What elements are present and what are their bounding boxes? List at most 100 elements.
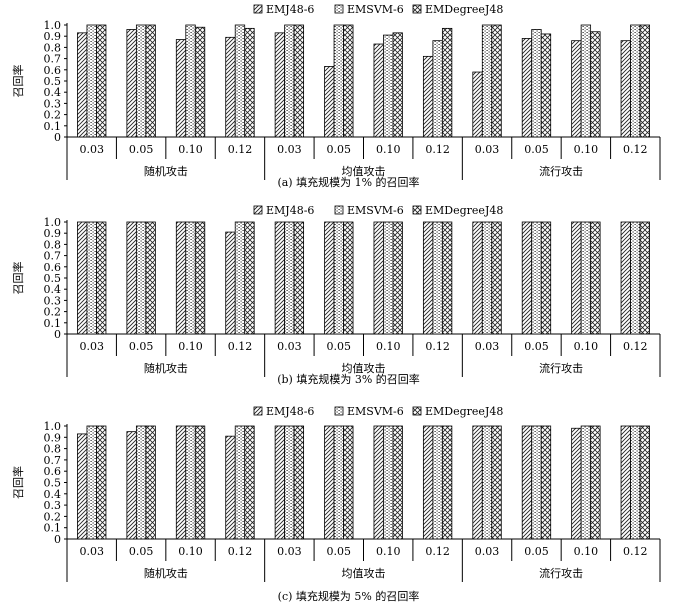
bar	[580, 425, 592, 540]
x-tick-label: 0.03	[79, 143, 104, 156]
x-tick-label: 0.03	[79, 545, 104, 558]
legend-label: EMJ48-6	[266, 204, 314, 217]
y-axis-label: 召回率	[11, 65, 25, 98]
bar	[86, 425, 97, 540]
bar	[383, 34, 394, 138]
bar	[630, 221, 641, 335]
group-label: 流行攻击	[539, 164, 583, 178]
y-tick-label: 0.1	[44, 522, 62, 535]
bar	[491, 24, 502, 138]
bar	[373, 221, 384, 335]
bar	[194, 425, 206, 540]
bar	[521, 425, 533, 540]
x-tick-label: 0.12	[228, 143, 253, 156]
bar	[639, 221, 650, 335]
legend-swatch	[334, 406, 344, 416]
bar	[422, 221, 434, 335]
x-tick-label: 0.03	[475, 545, 500, 558]
bar	[491, 425, 502, 540]
bar	[194, 221, 206, 335]
x-tick-label: 0.12	[228, 340, 253, 353]
bar	[126, 221, 137, 335]
bar	[145, 221, 156, 335]
legend-swatch	[412, 4, 422, 14]
legend-label: EMSVM-6	[347, 204, 404, 217]
x-tick-label: 0.03	[475, 143, 500, 156]
bar	[175, 39, 187, 138]
bar	[126, 29, 137, 138]
legend-label: EMJ48-6	[266, 3, 314, 16]
y-tick-label: 0.6	[44, 261, 62, 274]
y-tick-label: 0.7	[44, 454, 62, 467]
bar	[432, 221, 443, 335]
x-tick-label: 0.10	[574, 545, 599, 558]
legend-swatch	[253, 205, 263, 215]
x-tick-label: 0.10	[574, 143, 599, 156]
chart-panel-1: EMJ48-6 EMSVM-6 EMDegreeJ4800.10.20.30.40.…	[11, 3, 661, 189]
bar	[274, 221, 286, 335]
bar	[77, 221, 88, 335]
x-tick-label: 0.03	[277, 340, 302, 353]
y-tick-label: 0.2	[44, 109, 62, 122]
x-tick-label: 0.12	[623, 143, 648, 156]
bar	[383, 425, 394, 540]
group-label: 随机攻击	[144, 566, 188, 580]
y-tick-label: 0.9	[44, 227, 62, 240]
group-label: 随机攻击	[144, 361, 188, 375]
x-tick-label: 0.05	[327, 545, 352, 558]
y-tick-label: 0.4	[44, 86, 62, 99]
x-tick-label: 0.12	[228, 545, 253, 558]
x-tick-label: 0.12	[623, 545, 648, 558]
bar	[521, 38, 533, 138]
bar	[571, 427, 582, 540]
bar	[284, 221, 295, 335]
bar	[135, 425, 147, 540]
group-label: 随机攻击	[144, 164, 188, 178]
bar	[234, 24, 246, 138]
chart-caption: (a) 填充规模为 1% 的召回率	[277, 175, 419, 189]
bar	[373, 43, 384, 138]
bar	[432, 40, 443, 138]
x-tick-label: 0.03	[277, 545, 302, 558]
x-tick-label: 0.03	[475, 340, 500, 353]
legend-swatch	[253, 406, 263, 416]
y-tick-label: 0.8	[44, 238, 62, 251]
bar	[343, 425, 354, 540]
x-tick-label: 0.05	[327, 340, 352, 353]
chart-panel-2: EMJ48-6 EMSVM-6 EMDegreeJ4800.10.20.30.40.…	[11, 204, 661, 386]
bar	[96, 24, 107, 138]
x-tick-label: 0.10	[574, 340, 599, 353]
y-tick-label: 1.0	[44, 216, 62, 229]
bar	[580, 221, 592, 335]
y-tick-label: 0.9	[44, 431, 62, 444]
bar	[225, 36, 236, 138]
legend-swatch	[334, 205, 344, 215]
bar	[590, 31, 601, 138]
legend-label: EMDegreeJ48	[425, 405, 503, 418]
y-axis-label: 召回率	[11, 466, 25, 499]
bar	[77, 32, 88, 138]
bar	[481, 24, 493, 138]
bar	[422, 55, 434, 138]
bar	[293, 425, 305, 540]
bar	[639, 425, 650, 540]
bar	[472, 71, 483, 138]
y-tick-label: 0.5	[44, 75, 62, 88]
bar	[571, 221, 582, 335]
bar	[324, 221, 335, 335]
bar	[392, 221, 403, 335]
bar	[620, 40, 631, 138]
bar	[422, 425, 434, 540]
bar	[333, 24, 344, 138]
bar	[472, 221, 483, 335]
legend-label: EMJ48-6	[266, 405, 314, 418]
bar	[234, 425, 246, 540]
x-tick-label: 0.05	[129, 545, 154, 558]
y-tick-label: 0.4	[44, 488, 62, 501]
bar	[392, 32, 403, 138]
bar	[630, 24, 641, 138]
bar	[590, 221, 601, 335]
x-tick-label: 0.05	[524, 143, 549, 156]
y-tick-label: 0.6	[44, 465, 62, 478]
x-tick-label: 0.05	[327, 143, 352, 156]
